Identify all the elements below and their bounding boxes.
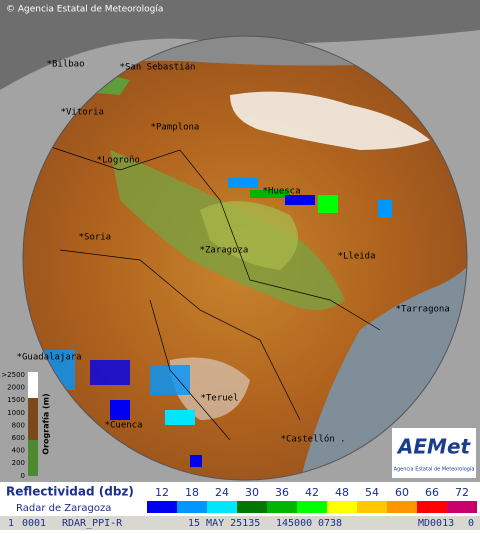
status-field: 145000	[276, 518, 312, 529]
echo	[165, 410, 195, 425]
level-label: 30	[245, 486, 259, 499]
level-swatch	[297, 501, 327, 513]
pyrenees-snow	[230, 91, 430, 150]
city-label: Cuenca	[110, 421, 143, 431]
orography-tick: 0	[21, 472, 25, 480]
status-field: 15 MAY 25135	[188, 518, 260, 529]
level-swatch	[267, 501, 297, 513]
city-label: Guadalajara	[22, 353, 82, 363]
city-label: Logroño	[102, 156, 140, 166]
orography-bar	[28, 372, 38, 476]
city-label: Lleida	[343, 252, 376, 262]
level-swatch	[177, 501, 207, 513]
level-label: 36	[275, 486, 289, 499]
city-label: Zaragoza	[205, 246, 248, 256]
city-label: Teruel	[206, 394, 239, 404]
copyright: © Agencia Estatal de Meteorología	[6, 5, 163, 15]
orography-title: Orografía (m)	[42, 393, 51, 454]
level-label: 18	[185, 486, 199, 499]
city-marker: *	[263, 187, 268, 197]
logo-box	[392, 428, 476, 478]
city-marker: *	[151, 123, 156, 133]
borders	[29, 139, 381, 441]
city-label: Soria	[84, 233, 111, 243]
france-relief	[0, 0, 480, 90]
orography-legend: Orografía (m) >2500200015001000800600400…	[1, 371, 50, 480]
status-field: RDAR_PPI-R	[62, 518, 123, 529]
city-marker: *	[105, 421, 110, 431]
level-label: 12	[155, 486, 169, 499]
status-field: 0738	[318, 518, 342, 529]
echo	[250, 190, 290, 198]
city-label: Vitoria	[66, 108, 104, 118]
echo	[285, 195, 315, 205]
orography-tick: 600	[12, 434, 25, 442]
radar-name: Radar de Zaragoza	[16, 503, 111, 514]
level-label: 60	[395, 486, 409, 499]
level-label: 42	[305, 486, 319, 499]
city-marker: *	[17, 353, 22, 363]
orography-tick: 1500	[7, 396, 25, 404]
city-label: Huesca	[268, 187, 301, 197]
status-field: 0	[468, 518, 474, 529]
city-label: San Sebastián	[125, 63, 195, 73]
level-label: 48	[335, 486, 349, 499]
echo	[110, 400, 130, 420]
city-marker: *	[120, 63, 125, 73]
orography-tick: 400	[12, 447, 25, 455]
orography-tick: 1000	[7, 409, 25, 417]
level-swatch	[387, 501, 417, 513]
city-label: Tarragona	[401, 305, 450, 315]
status-bar	[0, 516, 480, 530]
logo-subtitle: Agencia Estatal de Meteorología	[394, 466, 475, 473]
level-swatch	[417, 501, 447, 513]
echo	[190, 455, 202, 467]
orography-bar-bottom	[28, 440, 38, 476]
plain	[200, 201, 298, 270]
city-marker: *	[200, 246, 205, 256]
level-swatch	[447, 501, 477, 513]
orography-bar-top	[28, 372, 38, 398]
orography-tick: 2000	[7, 384, 25, 392]
level-swatch	[207, 501, 237, 513]
level-swatch	[237, 501, 267, 513]
status-field: 1	[8, 518, 14, 529]
city-label: Bilbao	[52, 60, 85, 70]
level-swatch	[357, 501, 387, 513]
city-marker: *	[61, 108, 66, 118]
level-label: 66	[425, 486, 439, 499]
orography-tick: >2500	[1, 371, 25, 379]
echo	[228, 178, 258, 188]
orography-tick: 200	[12, 459, 25, 467]
orography-tick: 800	[12, 421, 25, 429]
city-label: Castellón .	[286, 434, 346, 445]
legend-title: Reflectividad (dbz)	[6, 485, 134, 499]
city-marker: *	[338, 252, 343, 262]
echo	[318, 195, 338, 213]
status-field: MD0013	[418, 518, 454, 529]
status-field: 0001	[22, 518, 46, 529]
level-label: 24	[215, 486, 229, 499]
city-marker: *	[97, 156, 102, 166]
level-swatch	[147, 501, 177, 513]
echo	[378, 200, 392, 218]
city-marker: *	[396, 305, 401, 315]
range-ring	[22, 35, 468, 481]
logo-name: AEMet	[396, 435, 472, 459]
city-marker: *	[79, 233, 84, 243]
level-swatch	[327, 501, 357, 513]
echo	[90, 360, 130, 385]
logo: AEMet Agencia Estatal de Meteorología	[392, 428, 476, 478]
city-marker: *	[201, 394, 206, 404]
city-label: Pamplona	[156, 123, 199, 133]
city-labels: * Bilbao * San Sebastián* Vitoria* Pamplona* L…	[17, 60, 450, 445]
status-fields: 1 0001 RDAR_PPI-R 15 MAY 25135 145000 0738 MD0…	[8, 518, 474, 529]
level-label: 72	[455, 486, 469, 499]
city-marker: *	[281, 435, 286, 445]
city-marker: *	[47, 60, 52, 70]
level-label: 54	[365, 486, 379, 499]
reflectivity-scale: 12 18 24 30 36 42 48 54 60 66 72	[147, 486, 477, 513]
